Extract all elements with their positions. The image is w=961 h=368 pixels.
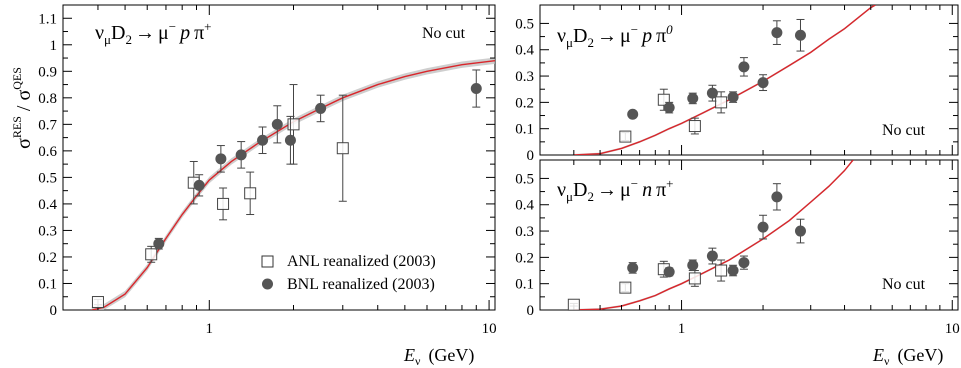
legend-label-anl: ANL reanalized (2003)	[287, 253, 436, 270]
bnl-point	[663, 266, 675, 278]
bnl-point	[771, 27, 783, 39]
bnl-point	[771, 191, 783, 203]
y-tick-label: 1.1	[38, 11, 57, 27]
top-right-frame	[539, 4, 959, 156]
bnl-point	[470, 83, 482, 95]
bnl-point	[315, 102, 327, 114]
left-frame	[62, 4, 496, 311]
bottom-right-frame	[539, 159, 959, 311]
anl-point	[91, 296, 104, 309]
anl-point	[217, 197, 230, 210]
anl-point	[244, 187, 257, 200]
bottom-right-cut-label: No cut	[882, 276, 926, 293]
bnl-point	[738, 61, 750, 73]
y-tick-label: 0.4	[515, 198, 534, 214]
y-tick-label: 1	[50, 38, 58, 54]
y-tick-label: 0	[527, 303, 535, 319]
x-tick-label: 1	[678, 321, 686, 337]
anl-point	[567, 298, 580, 311]
anl-point	[715, 264, 728, 277]
anl-point	[336, 142, 349, 155]
y-tick-label: 0.4	[38, 197, 57, 213]
bnl-point	[757, 77, 769, 89]
left-cut-label: No cut	[422, 25, 466, 42]
bnl-point	[663, 102, 675, 114]
bnl-point	[271, 118, 283, 130]
bnl-point	[257, 134, 269, 146]
y-tick-label: 0.2	[515, 95, 534, 111]
legend-marker-anl	[261, 255, 274, 268]
x-tick-label: 1	[206, 321, 214, 337]
bnl-point	[687, 92, 699, 104]
left-y-axis-label: σRES / σQES	[10, 67, 35, 149]
anl-point	[657, 93, 670, 106]
y-tick-label: 0.7	[38, 117, 57, 133]
y-tick-label: 0.2	[38, 250, 57, 266]
x-tick-label: 10	[482, 321, 497, 337]
bnl-point	[627, 262, 639, 274]
left-reaction-title: νμD2 → μ− p π+	[95, 19, 212, 47]
y-tick-label: 0.1	[38, 276, 57, 292]
prediction-curve	[573, 160, 854, 310]
bnl-point	[235, 149, 247, 161]
y-tick-label: 0.5	[515, 16, 534, 32]
bnl-point	[153, 238, 165, 250]
bottom-right-reaction-title: νμD2 → μ− n π+	[557, 176, 674, 204]
y-tick-label: 0.5	[38, 170, 57, 186]
y-tick-label: 0.5	[515, 171, 534, 187]
anl-point	[688, 272, 701, 285]
anl-point	[688, 120, 701, 133]
bnl-point	[727, 265, 739, 277]
x-tick-label: 10	[945, 321, 960, 337]
bnl-point	[794, 225, 806, 237]
y-tick-label: 0.1	[515, 122, 534, 138]
y-tick-label: 0.3	[515, 224, 534, 240]
legend-label-bnl: BNL reanalized (2003)	[287, 276, 435, 293]
y-tick-label: 0.6	[38, 144, 57, 160]
bnl-point	[706, 250, 718, 262]
bnl-point	[193, 179, 205, 191]
bnl-point	[627, 108, 639, 120]
anl-point	[715, 96, 728, 109]
y-tick-label: 0	[50, 303, 58, 319]
bnl-point	[284, 134, 296, 146]
anl-point	[145, 248, 158, 261]
y-tick-label: 0.9	[38, 64, 57, 80]
bnl-point	[794, 29, 806, 41]
anl-point	[619, 130, 632, 143]
bnl-point	[757, 221, 769, 233]
y-tick-label: 0.2	[515, 250, 534, 266]
bnl-point	[687, 259, 699, 271]
top-right-reaction-title: νμD2 → μ− p π0	[557, 22, 673, 50]
left-chart: 0 0.1 0.2 0.3 0.4 0.5 0.6 0.7 0.8 0.9 1 1.1 1 10 νμD2…	[10, 4, 497, 368]
legend-marker-bnl	[262, 278, 273, 290]
bnl-point	[706, 87, 718, 99]
y-tick-label: 0	[527, 148, 535, 164]
y-tick-label: 0.4	[515, 43, 534, 59]
y-tick-label: 0.3	[38, 223, 57, 239]
right-x-axis-label: Eν (GeV)	[872, 345, 943, 368]
anl-point	[619, 281, 632, 294]
left-x-axis-label: Eν (GeV)	[403, 345, 474, 368]
left-legend: ANL reanalized (2003) BNL reanalized (20…	[261, 253, 436, 293]
top-right-cut-label: No cut	[882, 122, 926, 139]
bnl-point	[727, 91, 739, 103]
bnl-point	[738, 257, 750, 269]
top-right-chart: 0 0.1 0.2 0.3 0.4 0.5 νμD2 → μ− p π0 No cut	[515, 4, 959, 164]
bnl-point	[215, 153, 227, 165]
y-tick-label: 0.1	[515, 277, 534, 293]
y-tick-label: 0.3	[515, 69, 534, 85]
anl-point	[287, 118, 300, 131]
y-tick-label: 0.8	[38, 91, 57, 107]
bottom-right-chart: 0 0.1 0.2 0.3 0.4 0.5 1 10 νμD2 → μ− n π+ No cut Eν…	[515, 159, 960, 368]
